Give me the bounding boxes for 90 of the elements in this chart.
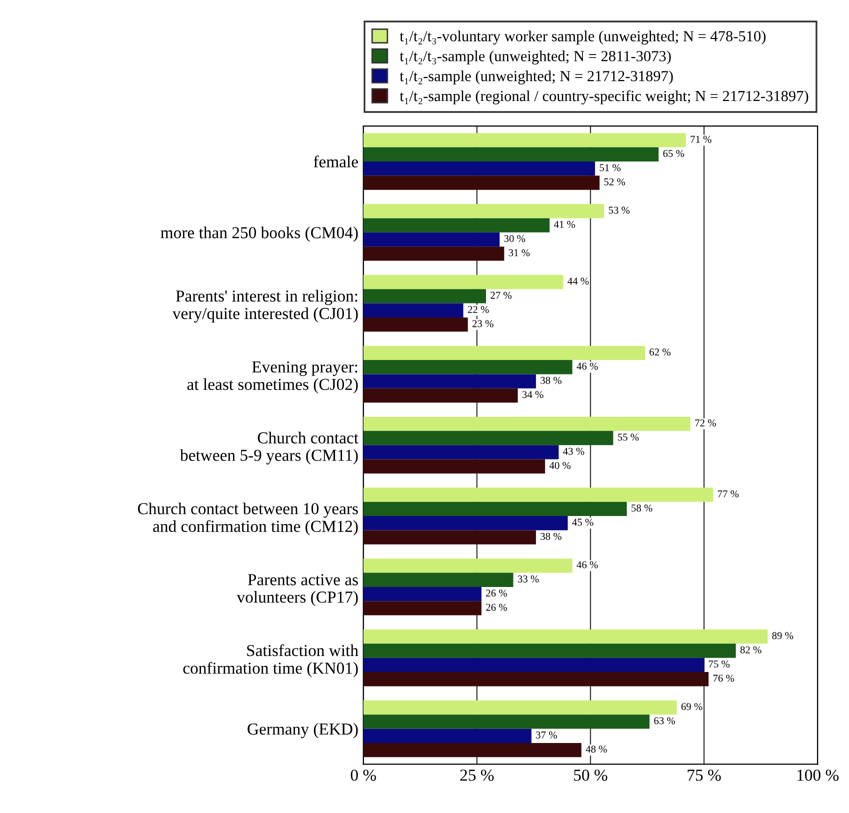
bar <box>363 317 468 332</box>
data-label: 52 % <box>604 178 626 186</box>
data-label: 51 % <box>600 164 621 172</box>
data-label: 40 % <box>549 462 571 470</box>
data-label: 44 % <box>568 278 589 285</box>
y-tick-label: Parents active as volunteers (CP17) <box>236 574 358 606</box>
x-tick-label: 75 % <box>688 770 721 781</box>
data-label: 77 % <box>718 490 739 498</box>
bar <box>363 572 514 587</box>
y-tick-label: Church contact between 5-9 years (CM11) <box>180 432 358 464</box>
bar <box>363 488 714 502</box>
bar <box>363 459 546 474</box>
y-tick-label: Parents' interest in religion: very/quite interested (CJ01) <box>172 290 358 323</box>
bar <box>363 176 600 190</box>
x-tick-label: 25 % <box>460 770 494 781</box>
y-tick-label: female <box>314 156 358 168</box>
data-label: 46 % <box>576 561 598 568</box>
data-label: 26 % <box>486 604 507 611</box>
y-tick-label: Satisfaction with confirmation time (KN01) <box>183 644 358 678</box>
bar <box>363 246 504 261</box>
y-tick-label: more than 250 books (CM04) <box>160 226 358 242</box>
data-label: 76 % <box>713 674 734 682</box>
bar <box>363 728 532 743</box>
data-label: 75 % <box>708 660 730 668</box>
y-tick-label: Church contact between 10 years and confirmation time (CM12) <box>138 502 358 536</box>
legend-label: t₁/t₂/t₃-voluntary worker sample (unweighted; N = 478-510) <box>400 30 766 45</box>
data-label: 34 % <box>522 391 544 398</box>
bar <box>363 289 486 304</box>
y-tick-label: Evening prayer: at least sometimes (CJ02) <box>187 361 358 394</box>
x-tick-label: 50 % <box>574 770 608 781</box>
bar <box>363 742 582 758</box>
data-label: 45 % <box>572 518 594 526</box>
data-label: 65 % <box>663 150 684 158</box>
data-label: 38 % <box>540 532 562 540</box>
data-label: 31 % <box>508 249 530 256</box>
bar <box>363 232 500 247</box>
bar <box>363 700 677 715</box>
bar <box>363 430 614 446</box>
data-label: 62 % <box>650 348 670 356</box>
bar <box>363 586 482 602</box>
bar <box>363 558 572 573</box>
data-label: 43 % <box>563 448 584 455</box>
data-label: 37 % <box>536 731 557 738</box>
bar <box>363 502 627 516</box>
bar <box>363 388 518 403</box>
bar <box>363 445 559 460</box>
bar <box>363 530 536 544</box>
data-label: 41 % <box>554 220 576 228</box>
bar <box>363 601 482 616</box>
bar <box>363 416 690 431</box>
data-label: 71 % <box>690 136 712 143</box>
data-label: 46 % <box>576 362 598 370</box>
legend-label: t₁/t₂-sample (unweighted; N = 21712-31897) <box>400 70 673 84</box>
data-label: 69 % <box>681 703 702 710</box>
legend-label: t₁/t₂/t₃-sample (unweighted; N = 2811-3073) <box>400 50 671 64</box>
bar <box>363 133 686 148</box>
bar <box>363 644 736 658</box>
bar <box>363 672 709 686</box>
bar <box>363 516 568 530</box>
bar <box>363 374 536 388</box>
data-label: 23 % <box>472 320 494 328</box>
data-label: 38 % <box>540 376 562 384</box>
data-label: 26 % <box>486 590 507 597</box>
bar <box>363 147 659 162</box>
data-label: 63 % <box>654 717 676 724</box>
bar <box>363 204 604 218</box>
bar <box>363 714 650 729</box>
data-label: 27 % <box>490 292 512 299</box>
data-label: 30 % <box>504 235 526 242</box>
data-label: 58 % <box>632 504 652 512</box>
bar <box>363 360 572 374</box>
data-label: 55 % <box>618 434 639 441</box>
data-label: 82 % <box>740 646 762 654</box>
bar <box>363 658 704 672</box>
data-label: 33 % <box>518 575 539 582</box>
bar <box>363 161 596 176</box>
data-label: 48 % <box>586 746 607 753</box>
bar <box>363 274 564 290</box>
bar <box>363 629 768 644</box>
y-tick-label: Germany (EKD) <box>248 722 358 738</box>
bar <box>363 303 464 318</box>
bar <box>363 346 645 360</box>
legend-label: t₁/t₂-sample (regional / country-specific weight; N = 21712-31897) <box>400 90 808 104</box>
data-label: 89 % <box>772 632 794 640</box>
data-label: 72 % <box>695 419 716 426</box>
data-label: 22 % <box>468 306 489 314</box>
data-label: 53 % <box>608 206 630 214</box>
bar <box>363 218 550 232</box>
x-tick-label: 100 % <box>798 770 839 781</box>
x-tick-label: 0 % <box>350 770 376 781</box>
